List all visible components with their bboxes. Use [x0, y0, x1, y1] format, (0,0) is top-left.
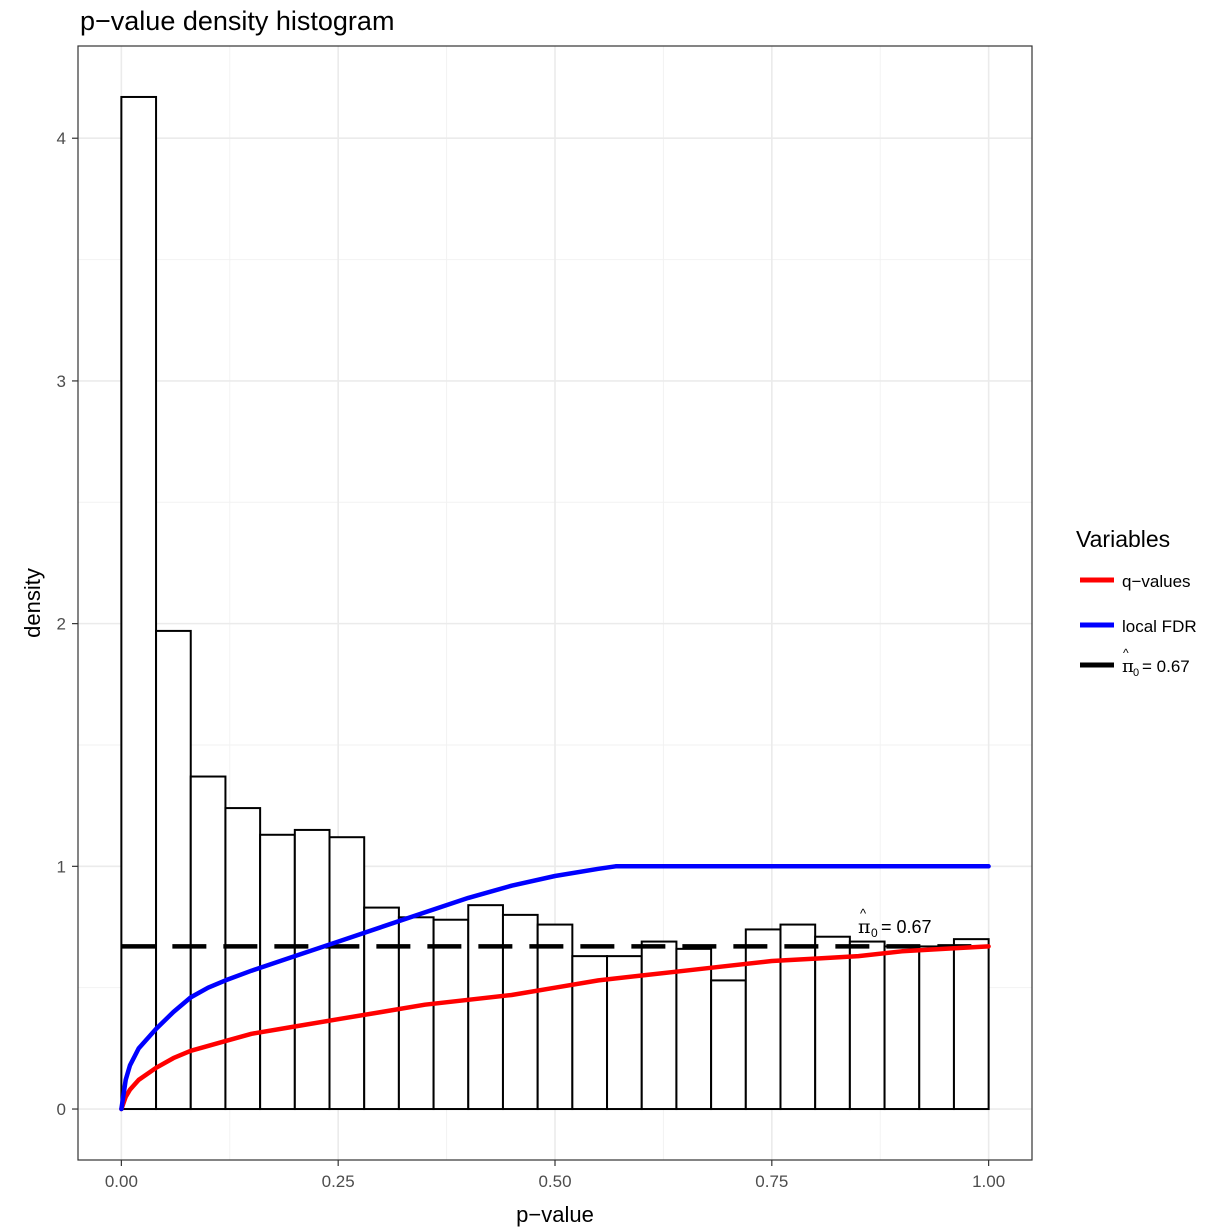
pi0-annotation: π ^ 0 = 0.67: [858, 906, 932, 940]
histogram-bar: [224, 807, 262, 1111]
histogram-bar: [918, 945, 955, 1111]
chart-title: p−value density histogram: [80, 6, 394, 36]
legend-pi0-symbol: π: [1122, 656, 1134, 677]
histogram-bar: [397, 916, 435, 1111]
histogram-bar: [675, 947, 713, 1111]
legend-title: Variables: [1076, 526, 1170, 552]
histogram-bar: [467, 904, 504, 1111]
histogram-bar: [432, 918, 470, 1111]
histogram-bar: [848, 940, 886, 1111]
pi0-annotation-hat: ^: [860, 906, 867, 921]
local-fdr-line: [119, 864, 991, 1112]
q-values-line: [119, 944, 991, 1112]
histogram-bar: [189, 775, 227, 1111]
x-tick-label: 0.50: [538, 1172, 571, 1191]
legend-label-pi0: = 0.67: [1142, 657, 1190, 676]
histogram-bar: [259, 833, 296, 1111]
legend-label-local-fdr: local FDR: [1122, 617, 1197, 636]
y-tick-label: 2: [57, 615, 66, 634]
histogram-bar: [606, 955, 643, 1111]
legend-pi0-hat: ^: [1123, 646, 1129, 660]
histogram-bar: [120, 95, 158, 1111]
histogram-bar: [640, 940, 678, 1111]
legend-item-local-fdr: local FDR: [1080, 617, 1197, 636]
histogram-bar: [501, 913, 539, 1111]
y-tick-label: 4: [57, 129, 66, 148]
legend-item-pi0: π ^ 0 = 0.67: [1080, 646, 1190, 679]
histogram-bar: [952, 938, 990, 1111]
pi0-annotation-value: = 0.67: [881, 917, 932, 937]
x-axis-title: p−value: [516, 1202, 594, 1227]
histogram-bar: [536, 923, 574, 1111]
y-tick-label: 1: [57, 857, 66, 876]
x-tick-label: 0.00: [105, 1172, 138, 1191]
histogram-bar: [814, 935, 851, 1111]
series-lines: [119, 864, 991, 1112]
y-tick-label: 0: [57, 1100, 66, 1119]
histogram-bar: [779, 923, 817, 1111]
histogram-bars: [120, 95, 990, 1111]
pi0-annotation-subscript: 0: [871, 926, 878, 940]
y-axis-title: density: [20, 568, 45, 638]
y-tick-label: 3: [57, 372, 66, 391]
histogram-bar: [883, 945, 921, 1111]
legend: Variables q−values local FDR π ^ 0 = 0.6…: [1076, 526, 1197, 679]
histogram-bar: [293, 828, 331, 1111]
pi0-annotation-symbol: π: [858, 916, 871, 938]
x-tick-label: 0.25: [322, 1172, 355, 1191]
legend-label-q-values: q−values: [1122, 572, 1191, 591]
histogram-bar: [328, 836, 366, 1111]
legend-pi0-subscript: 0: [1133, 667, 1139, 679]
histogram-bar: [155, 629, 192, 1111]
histogram-bar: [744, 928, 782, 1111]
histogram-bar: [710, 979, 747, 1111]
axes: 0.00 0.25 0.50 0.75 1.00 0 1 2 3 4: [57, 129, 1006, 1191]
x-tick-label: 0.75: [755, 1172, 788, 1191]
legend-item-q-values: q−values: [1080, 572, 1191, 591]
x-tick-label: 1.00: [972, 1172, 1005, 1191]
